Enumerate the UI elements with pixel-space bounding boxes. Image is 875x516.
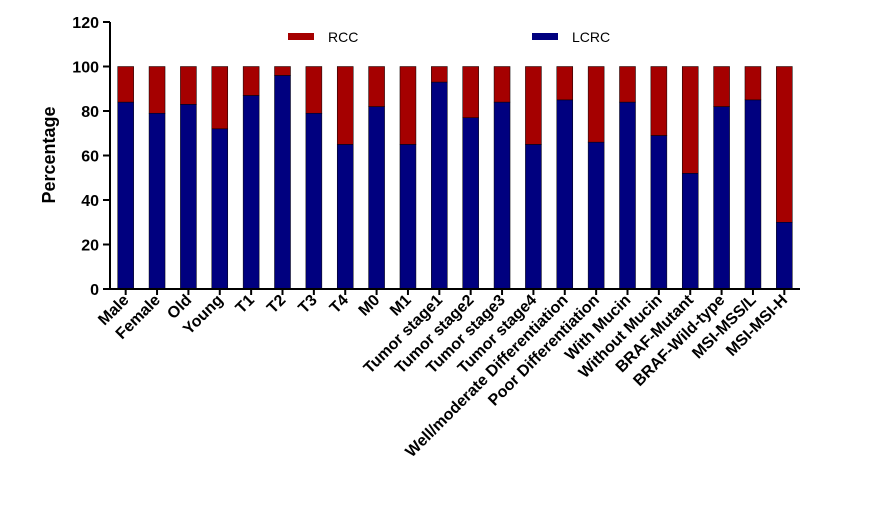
- bar-lcrc: [211, 128, 229, 290]
- bar-rcc: [274, 66, 291, 76]
- legend-label-rcc: RCC: [328, 29, 358, 45]
- bar-rcc: [368, 66, 385, 107]
- bar-rcc: [619, 66, 636, 103]
- y-axis: 0 20 40 60 80 100 120: [72, 15, 111, 299]
- y-axis-title: Percentage: [39, 106, 59, 203]
- bar-rcc: [744, 66, 762, 101]
- bars: [117, 66, 793, 290]
- bar-lcrc: [336, 144, 354, 290]
- y-tick-label: 100: [72, 60, 99, 77]
- bar-lcrc: [587, 141, 605, 290]
- y-tick-label: 60: [81, 149, 99, 166]
- bar-rcc: [242, 66, 260, 96]
- y-tick-label: 40: [81, 193, 99, 210]
- bar-lcrc: [713, 106, 730, 290]
- bar-lcrc: [462, 117, 479, 290]
- bar-rcc: [713, 66, 730, 107]
- bar-lcrc: [305, 112, 323, 290]
- bar-lcrc: [744, 99, 762, 290]
- bar-lcrc: [556, 99, 574, 290]
- x-tick-label: M0: [356, 292, 384, 320]
- legend-swatch-lcrc: [532, 33, 558, 40]
- bar-lcrc: [431, 81, 448, 290]
- bar-rcc: [650, 66, 668, 136]
- bar-rcc: [493, 66, 511, 103]
- bar-rcc: [180, 66, 197, 105]
- bar-rcc: [462, 66, 479, 118]
- bar-lcrc: [650, 135, 668, 290]
- bar-rcc: [556, 66, 574, 101]
- bar-lcrc: [117, 101, 134, 290]
- bar-lcrc: [681, 173, 699, 290]
- y-tick-label: 20: [81, 238, 99, 255]
- bar-rcc: [587, 66, 605, 143]
- bar-rcc: [336, 66, 354, 145]
- x-tick-label: T3: [295, 292, 320, 317]
- y-tick-label: 120: [72, 15, 99, 32]
- y-tick-label: 0: [90, 282, 99, 299]
- bar-rcc: [399, 66, 417, 145]
- x-tick-label: T2: [264, 292, 289, 317]
- bar-rcc: [211, 66, 229, 130]
- bar-lcrc: [274, 75, 291, 290]
- bar-lcrc: [493, 101, 511, 290]
- bar-lcrc: [242, 95, 260, 290]
- bar-rcc: [148, 66, 166, 114]
- bar-rcc: [305, 66, 323, 114]
- bar-lcrc: [148, 112, 166, 290]
- x-tick-label: T4: [327, 292, 352, 317]
- bar-lcrc: [525, 144, 542, 290]
- bar-lcrc: [619, 101, 636, 290]
- bar-rcc: [525, 66, 542, 145]
- bar-lcrc: [776, 222, 793, 290]
- bar-rcc: [431, 66, 448, 83]
- bar-lcrc: [399, 144, 417, 290]
- bar-rcc: [681, 66, 699, 174]
- y-tick-label: 80: [81, 104, 99, 121]
- legend-swatch-rcc: [288, 33, 314, 40]
- bar-rcc: [117, 66, 134, 103]
- bar-lcrc: [368, 106, 385, 290]
- legend: RCC LCRC: [288, 29, 610, 45]
- bar-lcrc: [180, 104, 197, 290]
- legend-label-lcrc: LCRC: [572, 29, 610, 45]
- x-tick-label: T1: [233, 292, 258, 317]
- bar-rcc: [776, 66, 793, 223]
